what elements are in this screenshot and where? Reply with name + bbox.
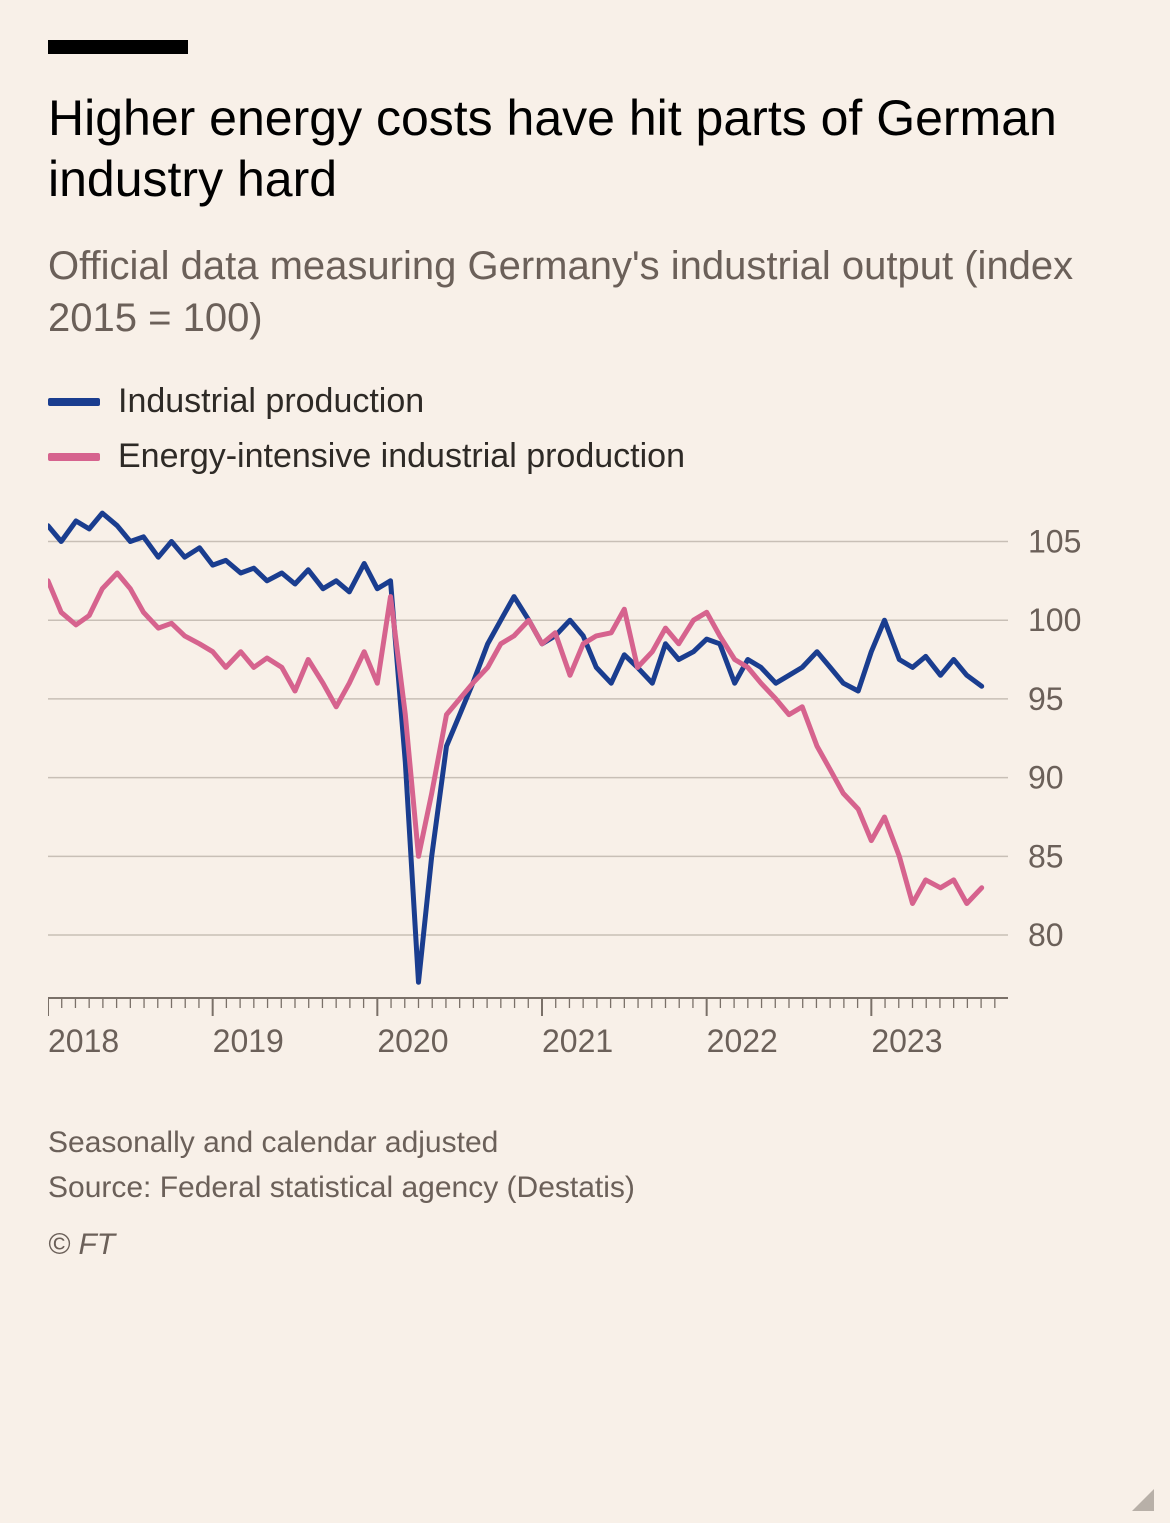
legend: Industrial production Energy-intensive i…: [48, 382, 1122, 476]
chart-title: Higher energy costs have hit parts of Ge…: [48, 88, 1122, 210]
legend-swatch-industrial: [48, 398, 100, 406]
svg-text:95: 95: [1028, 681, 1064, 717]
footnote-line1: Seasonally and calendar adjusted: [48, 1126, 498, 1159]
line-chart: 80 85 90 95 100 105 2018 2019 2020 2021 2022 2023: [48, 500, 1122, 1060]
svg-text:80: 80: [1028, 917, 1064, 953]
svg-text:2023: 2023: [871, 1023, 942, 1059]
svg-text:105: 105: [1028, 523, 1081, 559]
chart-subtitle: Official data measuring Germany's indust…: [48, 240, 1122, 344]
footnote: Seasonally and calendar adjusted Source:…: [48, 1120, 1122, 1210]
svg-text:2019: 2019: [213, 1023, 284, 1059]
copyright: © FT: [48, 1228, 1122, 1262]
legend-label-energy: Energy-intensive industrial production: [118, 437, 685, 476]
svg-text:2018: 2018: [48, 1023, 119, 1059]
corner-fold-icon: [1132, 1489, 1154, 1511]
svg-text:2021: 2021: [542, 1023, 613, 1059]
svg-text:90: 90: [1028, 760, 1064, 796]
svg-text:100: 100: [1028, 602, 1081, 638]
footnote-line2: Source: Federal statistical agency (Dest…: [48, 1171, 635, 1204]
legend-label-industrial: Industrial production: [118, 382, 424, 421]
top-accent-bar: [48, 40, 188, 54]
legend-swatch-energy: [48, 453, 100, 461]
svg-text:85: 85: [1028, 838, 1064, 874]
svg-text:2020: 2020: [377, 1023, 448, 1059]
legend-item-energy: Energy-intensive industrial production: [48, 437, 1122, 476]
legend-item-industrial: Industrial production: [48, 382, 1122, 421]
svg-text:2022: 2022: [707, 1023, 778, 1059]
